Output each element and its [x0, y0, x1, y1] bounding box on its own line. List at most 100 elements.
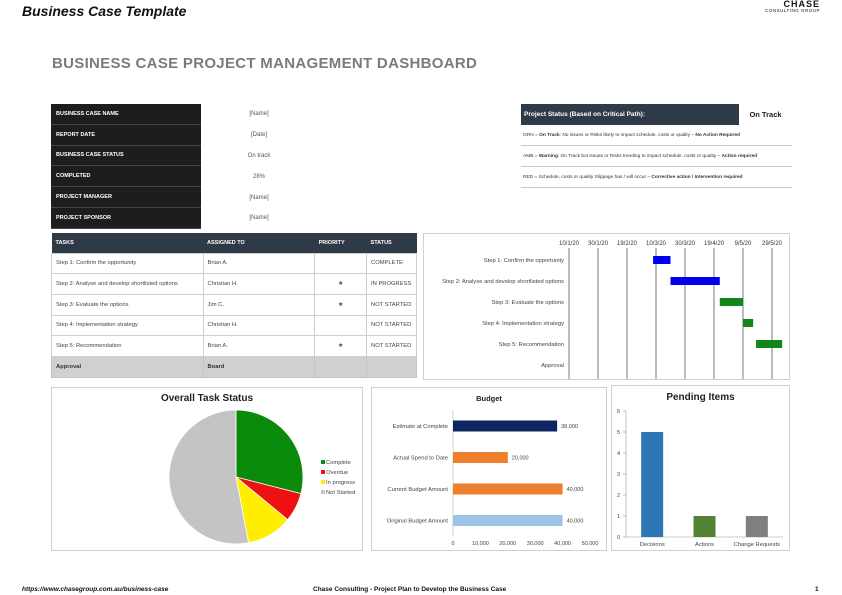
pending-tick-label: 0: [617, 535, 620, 541]
table-row: Step 2: Analyse and develop shortlisted …: [51, 273, 417, 295]
legend-swatch: [321, 470, 325, 474]
assigned-cell: Brian A.: [202, 335, 316, 357]
gantt-date-tick: 10/1/20: [559, 241, 580, 247]
dashboard-title: BUSINESS CASE PROJECT MANAGEMENT DASHBOA…: [52, 55, 478, 72]
budget-tick-label: 10,000: [472, 541, 489, 547]
column-header-priority: PRIORITY: [314, 233, 367, 253]
status-cell: NOT STARTED: [366, 293, 417, 316]
budget-category-label: Original Budget Amount: [387, 519, 449, 525]
info-value: On track: [247, 152, 271, 159]
pending-category-label: Actions: [695, 542, 714, 548]
status-code: GRN: [523, 132, 534, 138]
budget-title: Budget: [476, 394, 502, 403]
column-header-assigned: ASSIGNED TO: [203, 233, 315, 253]
gantt-date-tick: 30/3/20: [675, 241, 696, 247]
pie-slice: [168, 409, 250, 545]
priority-star: ★: [314, 273, 368, 295]
status-equals: =: [533, 132, 540, 138]
legend-entry: Complete: [326, 460, 351, 466]
info-value: [Name]: [249, 111, 269, 118]
gantt-date-tick: 10/3/20: [646, 241, 667, 247]
status-legend-header: Project Status (Based on Critical Path):…: [521, 104, 792, 125]
task-cell: Step 4: Implementation strategy: [51, 314, 204, 337]
budget-bar: [453, 483, 563, 495]
pending-bar: [745, 516, 768, 537]
status-description: : On Track but issues or Risks trending …: [557, 153, 722, 159]
pending-items-bar-chart: 0 1 2 3 4 5 6 Decisions Actions Change Requests: [617, 409, 783, 548]
status-equals: =: [533, 153, 539, 159]
pending-tick-label: 1: [617, 514, 620, 520]
table-row: Step 4: Implementation strategy Christian…: [51, 314, 417, 337]
status-action: Corrective action / Intervention require…: [651, 174, 743, 180]
status-cell: NOT STARTED: [366, 314, 417, 337]
info-row: PROJECT MANAGER [Name]: [51, 187, 317, 208]
info-value: [Name]: [249, 194, 269, 201]
status-description: : No issues or Risks likely to impact sc…: [559, 132, 696, 138]
assigned-cell: Christian H.: [202, 273, 316, 295]
approval-row: Approval Board: [51, 355, 417, 378]
approval-task-cell: Approval: [51, 355, 204, 378]
gantt-task-label: Step 5: Recommendation: [499, 342, 564, 348]
pending-tick-label: 2: [617, 493, 620, 499]
pending-tick-label: 3: [617, 472, 620, 478]
legend-swatch: [321, 460, 325, 464]
budget-category-label: Current Budget Amount: [387, 487, 448, 493]
budget-tick-label: 50,000: [582, 541, 599, 547]
tasks-table: TASKS ASSIGNED TO PRIORITY STATUS Step 1…: [51, 233, 417, 378]
info-label: PROJECT MANAGER: [51, 187, 201, 208]
status-legend-row: RED = Schedule, costs or quality Slippag…: [521, 167, 792, 188]
gantt-date-tick: 29/5/20: [762, 241, 783, 247]
gantt-task-label: Step 3: Evaluate the options: [491, 300, 564, 306]
pie-slice: [235, 409, 304, 495]
gantt-task-label: Step 4: Implementation strategy: [482, 321, 564, 327]
gantt-chart: 10/1/20 30/1/20 19/2/20 10/3/20 30/3/20 19/4/…: [423, 233, 790, 380]
budget-tick-label: 40,000: [554, 541, 571, 547]
gantt-task-label: Approval: [541, 363, 564, 369]
status-legend-row: AMB = Warning : On Track but issues or R…: [521, 146, 792, 167]
status-emphasis: Warning: [538, 153, 558, 159]
page-number: 1: [815, 586, 819, 593]
info-label: COMPLETED: [51, 166, 201, 188]
legend-swatch: [321, 480, 325, 484]
status-equals: =: [533, 174, 539, 180]
pending-bar: [641, 432, 664, 537]
info-row: BUSINESS CASE NAME [Name]: [51, 104, 317, 125]
gantt-date-tick: 19/4/20: [704, 241, 725, 247]
info-value: 28%: [252, 173, 265, 180]
task-cell: Step 3: Evaluate the options: [51, 293, 204, 316]
status-legend-heading: Project Status (Based on Critical Path):: [521, 104, 739, 125]
status-emphasis: On Track: [539, 132, 560, 138]
budget-tick-label: 30,000: [527, 541, 544, 547]
budget-tick-label: 20,000: [499, 541, 516, 547]
status-action: No Action Required: [695, 132, 740, 138]
pending-tick-label: 5: [617, 430, 620, 436]
legend-entry: In progress: [326, 480, 355, 486]
budget-bar: [453, 420, 558, 432]
gantt-task-label: Step 2: Analyse and develop shortlisted …: [442, 279, 564, 285]
info-value: [Date]: [250, 132, 267, 139]
tasks-header-row: TASKS ASSIGNED TO PRIORITY STATUS: [51, 233, 417, 253]
info-row: REPORT DATE [Date]: [51, 124, 317, 146]
table-row: Step 3: Evaluate the options Jim C. ★ NOT S…: [51, 293, 417, 316]
info-label: BUSINESS CASE NAME: [51, 104, 201, 125]
info-row: COMPLETED 28%: [51, 166, 317, 188]
status-action: Action required: [721, 153, 758, 159]
info-row: PROJECT SPONSOR [Name]: [51, 207, 317, 229]
budget-value-label: 40,000: [567, 519, 584, 525]
business-case-info-table: BUSINESS CASE NAME [Name] REPORT DATE [D…: [51, 104, 317, 229]
approval-assigned-cell: Board: [202, 355, 316, 378]
gantt-task-label: Step 1: Confirm the opportunity: [484, 258, 564, 264]
info-label: REPORT DATE: [51, 124, 201, 146]
assigned-cell: Christian H.: [202, 314, 316, 337]
gantt-chart-svg: 10/1/20 30/1/20 19/2/20 10/3/20 30/3/20 19/4/…: [442, 241, 783, 379]
gantt-bar: [719, 298, 743, 306]
budget-category-label: Actual Spend to Date: [393, 456, 448, 462]
pending-tick-label: 6: [617, 409, 620, 415]
status-code: RED: [523, 174, 534, 180]
budget-panel: Budget 0 10,000 20,000 30,000 40,000 50,000 Es…: [371, 387, 607, 551]
company-logo: CHASE CONSULTING GROUP: [765, 0, 820, 14]
gantt-bar: [653, 256, 671, 264]
empty-cell: [314, 355, 368, 378]
status-code: AMB: [523, 153, 534, 159]
legend-swatch: [321, 490, 325, 494]
